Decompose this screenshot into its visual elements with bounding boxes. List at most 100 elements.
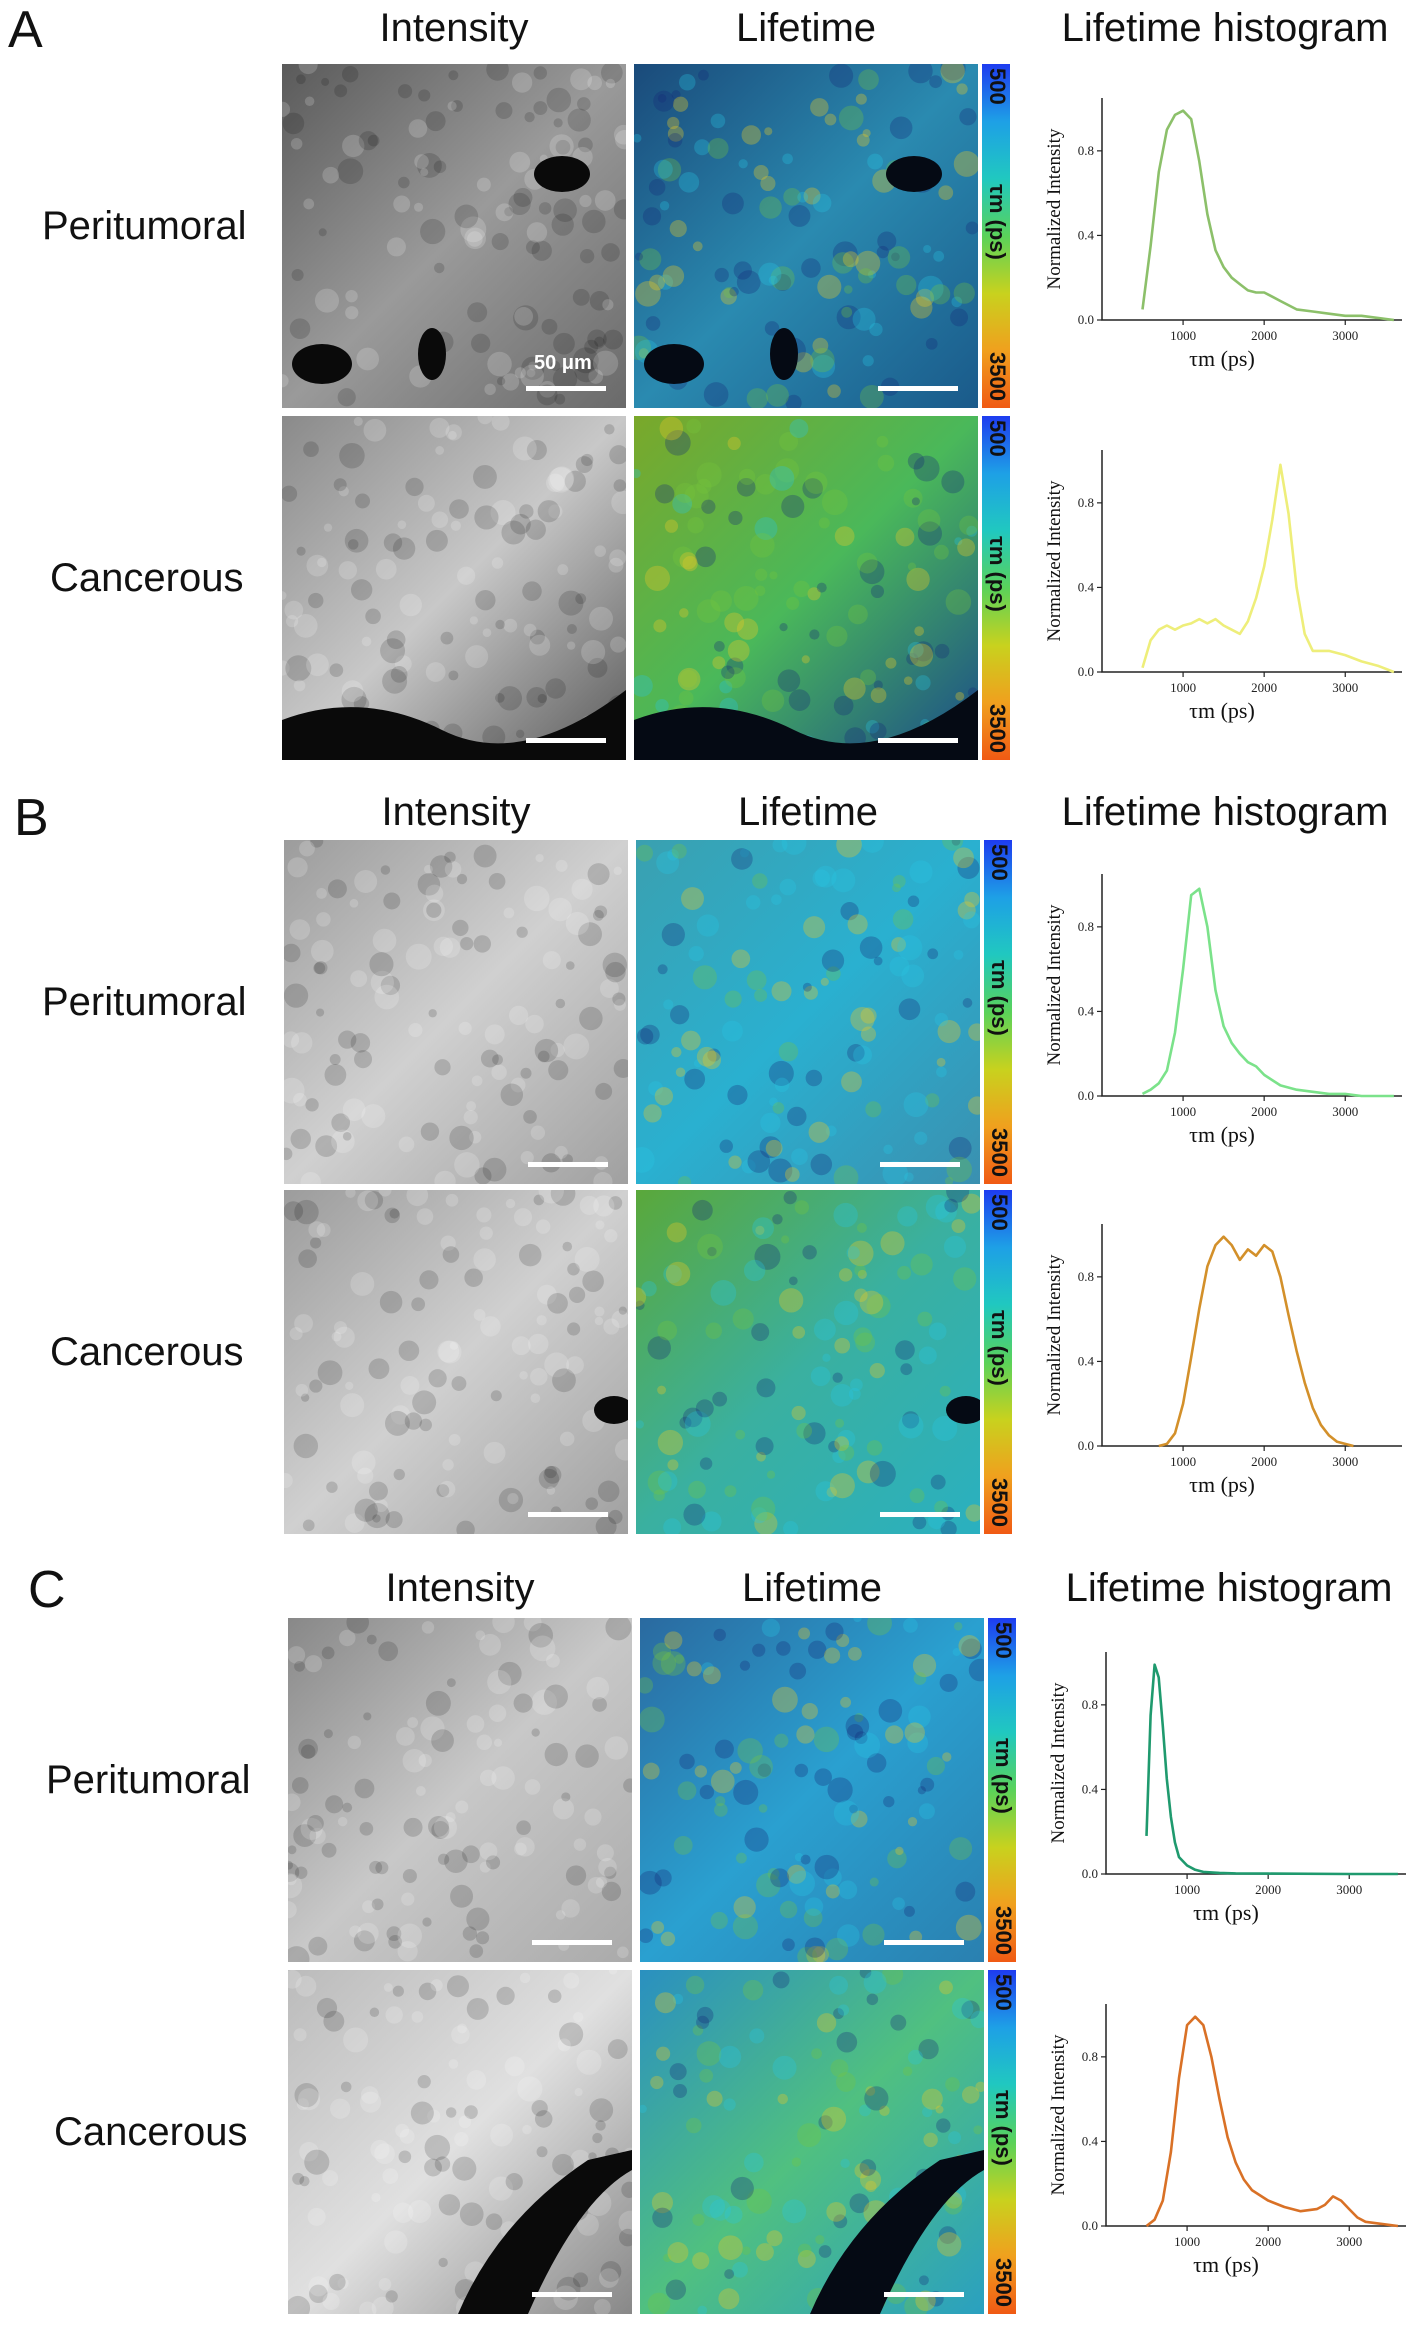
- y-tick-label: 0.0: [1078, 1438, 1094, 1453]
- y-tick-label: 0.0: [1078, 1088, 1094, 1103]
- intensity-image: [284, 1190, 628, 1534]
- lifetime-image: [636, 1190, 980, 1534]
- y-tick-label: 0.4: [1078, 227, 1095, 242]
- row-label: Cancerous: [54, 2110, 248, 2154]
- x-axis-label: τm (ps): [1193, 2252, 1259, 2277]
- colorbar-max-label: 3500: [991, 2258, 1016, 2307]
- scale-bar: [880, 1162, 960, 1167]
- y-axis-label: Normalized Intensity: [1048, 2034, 1069, 2195]
- colorbar-min-label: 500: [987, 1194, 1012, 1231]
- lifetime-histogram-chart: 0.0 0.4 0.8 1000 2000 3000 Normalized Intensit…: [1040, 78, 1410, 378]
- y-tick-label: 0.0: [1082, 2218, 1098, 2233]
- colorbar-min-label: 500: [985, 68, 1010, 105]
- lifetime-colorbar: 500 τm (ps) 3500: [984, 1190, 1012, 1534]
- colorbar-min-label: 500: [991, 1622, 1016, 1659]
- lifetime-colorbar: 500 τm (ps) 3500: [988, 1618, 1016, 1962]
- x-tick-label: 2000: [1251, 1454, 1277, 1469]
- scale-bar: [878, 738, 958, 743]
- x-axis-label: τm (ps): [1189, 1122, 1255, 1147]
- column-header-lifetime: Lifetime: [735, 6, 877, 50]
- row-label: Peritumoral: [46, 1758, 251, 1802]
- lifetime-image: [636, 840, 980, 1184]
- y-axis-label: Normalized Intensity: [1044, 128, 1065, 289]
- histogram-series-line: [1141, 463, 1395, 674]
- y-tick-label: 0.4: [1078, 579, 1095, 594]
- histogram-series-line: [1145, 1663, 1398, 1876]
- scale-bar: [884, 2292, 964, 2297]
- histogram-series-line: [1141, 109, 1395, 322]
- x-tick-label: 3000: [1332, 1104, 1358, 1119]
- colorbar-unit-label: τm (ps): [987, 960, 1012, 1036]
- y-tick-label: 0.8: [1078, 1269, 1094, 1284]
- x-axis-label: τm (ps): [1189, 346, 1255, 371]
- x-axis-label: τm (ps): [1189, 1472, 1255, 1497]
- y-axis-label: Normalized Intensity: [1044, 904, 1065, 1065]
- colorbar-max-label: 3500: [987, 1478, 1012, 1527]
- column-header-histogram: Lifetime histogram: [1065, 1566, 1393, 1610]
- lifetime-colorbar: 500 τm (ps) 3500: [982, 64, 1010, 408]
- y-tick-label: 0.8: [1082, 1697, 1098, 1712]
- histogram-series-line: [1158, 1235, 1354, 1448]
- row-label: Cancerous: [50, 1330, 244, 1374]
- column-header-intensity: Intensity: [385, 1566, 535, 1610]
- y-axis-label: Normalized Intensity: [1044, 1254, 1065, 1415]
- colorbar-unit-label: τm (ps): [987, 1310, 1012, 1386]
- colorbar-max-label: 3500: [985, 352, 1010, 401]
- histogram-axes: [1101, 98, 1402, 321]
- scale-bar: [878, 386, 958, 391]
- y-tick-label: 0.0: [1082, 1866, 1098, 1881]
- column-header-lifetime: Lifetime: [737, 790, 879, 834]
- colorbar-min-label: 500: [987, 844, 1012, 881]
- y-tick-label: 0.0: [1078, 664, 1094, 679]
- y-tick-label: 0.8: [1082, 2049, 1098, 2064]
- row-label: Peritumoral: [42, 980, 247, 1024]
- intensity-image: [282, 416, 626, 760]
- colorbar-unit-label: τm (ps): [991, 1738, 1016, 1814]
- y-tick-label: 0.8: [1078, 143, 1094, 158]
- scale-bar: [880, 1512, 960, 1517]
- scale-bar: [532, 2292, 612, 2297]
- x-tick-label: 2000: [1255, 2234, 1281, 2249]
- intensity-image: 50 μm: [282, 64, 626, 408]
- colorbar-unit-label: τm (ps): [985, 184, 1010, 260]
- lifetime-image: [640, 1970, 984, 2314]
- intensity-image: [284, 840, 628, 1184]
- panel-letter: B: [14, 789, 49, 847]
- lifetime-image: [640, 1618, 984, 1962]
- x-tick-label: 3000: [1332, 680, 1358, 695]
- lifetime-histogram-chart: 0.0 0.4 0.8 1000 2000 3000 Normalized Intensit…: [1040, 854, 1410, 1154]
- y-tick-label: 0.4: [1078, 1003, 1095, 1018]
- scale-bar: [884, 1940, 964, 1945]
- row-label: Cancerous: [50, 556, 244, 600]
- y-tick-label: 0.0: [1078, 312, 1094, 327]
- x-tick-label: 2000: [1251, 328, 1277, 343]
- lifetime-histogram-chart: 0.0 0.4 0.8 1000 2000 3000 Normalized Intensit…: [1044, 1632, 1414, 1932]
- y-tick-label: 0.4: [1078, 1353, 1095, 1368]
- scale-bar: [532, 1940, 612, 1945]
- histogram-axes: [1101, 874, 1402, 1097]
- x-tick-label: 2000: [1251, 680, 1277, 695]
- lifetime-colorbar: 500 τm (ps) 3500: [984, 840, 1012, 1184]
- column-header-histogram: Lifetime histogram: [1061, 790, 1389, 834]
- colorbar-max-label: 3500: [991, 1906, 1016, 1955]
- column-header-intensity: Intensity: [381, 790, 531, 834]
- panel-letter: A: [8, 1, 43, 59]
- scale-bar: [528, 1162, 608, 1167]
- histogram-series-line: [1141, 887, 1394, 1098]
- histogram-axes: [1101, 450, 1402, 673]
- y-tick-label: 0.8: [1078, 495, 1094, 510]
- colorbar-unit-label: τm (ps): [985, 536, 1010, 612]
- x-tick-label: 3000: [1332, 1454, 1358, 1469]
- lifetime-colorbar: 500 τm (ps) 3500: [988, 1970, 1016, 2314]
- colorbar-max-label: 3500: [985, 704, 1010, 753]
- x-tick-label: 1000: [1170, 680, 1196, 695]
- lifetime-colorbar: 500 τm (ps) 3500: [982, 416, 1010, 760]
- x-axis-label: τm (ps): [1189, 698, 1255, 723]
- y-axis-label: Normalized Intensity: [1048, 1682, 1069, 1843]
- histogram-series-line: [1145, 2015, 1399, 2228]
- column-header-lifetime: Lifetime: [741, 1566, 883, 1610]
- x-tick-label: 2000: [1255, 1882, 1281, 1897]
- y-axis-label: Normalized Intensity: [1044, 480, 1065, 641]
- x-tick-label: 3000: [1332, 328, 1358, 343]
- colorbar-unit-label: τm (ps): [991, 2090, 1016, 2166]
